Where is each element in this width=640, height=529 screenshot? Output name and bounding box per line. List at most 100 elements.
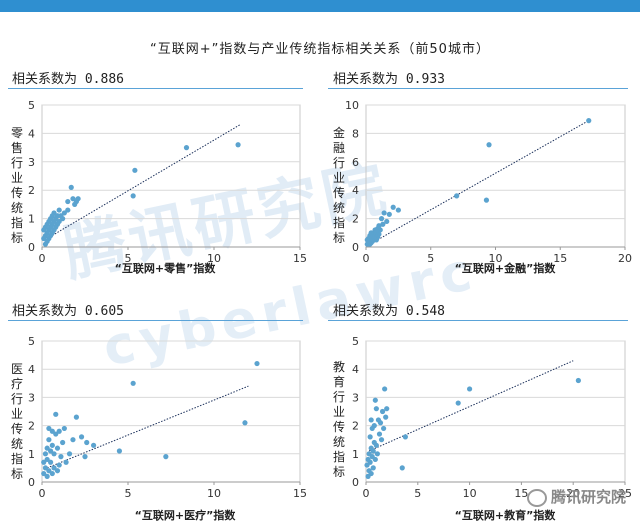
data-point	[49, 442, 55, 448]
data-point	[56, 207, 62, 213]
trendline	[369, 121, 587, 245]
coef-value: 0.605	[84, 304, 124, 319]
x-tick-label: 25	[618, 487, 632, 500]
x-tick-label: 20	[618, 252, 632, 265]
y-tick-label: 3	[28, 156, 35, 169]
x-tick-label: 5	[125, 487, 132, 500]
data-point	[384, 218, 390, 225]
y-tick-label: 3	[352, 391, 359, 404]
data-point	[586, 118, 592, 124]
x-tick-label: 20	[566, 487, 580, 500]
data-point	[66, 451, 73, 457]
data-point	[254, 360, 260, 367]
panel-4-ylabel: 教育行业传统指标	[332, 360, 345, 479]
data-point	[365, 456, 371, 463]
y-tick-label: 1	[28, 213, 35, 226]
x-tick-label: 0	[39, 487, 46, 500]
data-point	[235, 142, 241, 148]
data-point	[51, 465, 57, 471]
x-tick-label: 0	[363, 487, 370, 500]
data-point	[364, 241, 370, 247]
figure-title: “互联网+”指数与产业传统指标相关关系（前50城市）	[150, 42, 490, 57]
data-point	[454, 193, 460, 199]
data-point	[44, 445, 50, 451]
data-point	[58, 454, 64, 460]
panel-4-xlabel: “互联网+教育”指数	[454, 509, 556, 522]
data-point	[41, 235, 47, 242]
data-point	[369, 425, 375, 432]
panel-1-ylabel: 零售行业传统指标	[10, 126, 23, 245]
data-point	[130, 380, 136, 386]
data-point	[91, 442, 97, 448]
data-point	[373, 406, 379, 412]
data-point	[63, 459, 69, 465]
data-point	[60, 439, 66, 446]
y-tick-label: 2	[28, 420, 35, 433]
y-tick-label: 4	[28, 127, 35, 140]
data-point	[381, 425, 387, 432]
data-point	[65, 198, 71, 205]
y-tick-label: 5	[352, 335, 359, 348]
y-tick-label: 10	[345, 99, 359, 112]
panel-3-xlabel: “互联网+医疗”指数	[134, 509, 236, 522]
panel-3-coefficient: 相关系数为 0.605	[12, 300, 124, 319]
y-tick-label: 4	[28, 363, 35, 376]
y-tick-label: 4	[352, 184, 359, 197]
coef-label: 相关系数为	[333, 304, 399, 319]
x-tick-label: 15	[293, 252, 307, 265]
y-tick-label: 2	[352, 213, 359, 226]
data-point	[42, 465, 49, 471]
data-point	[366, 451, 372, 457]
coef-value: 0.886	[84, 72, 124, 87]
panel-3-rule	[8, 320, 303, 321]
data-point	[486, 142, 492, 148]
data-point	[82, 454, 88, 460]
data-point	[372, 397, 378, 403]
data-point	[130, 193, 136, 199]
data-point	[365, 473, 371, 479]
data-point	[41, 470, 47, 477]
data-point	[49, 428, 55, 434]
plot-frame	[365, 340, 626, 483]
y-tick-label: 0	[352, 476, 359, 489]
data-point	[48, 448, 54, 454]
top-accent-bar	[0, 0, 640, 12]
data-point	[41, 227, 47, 233]
data-point	[402, 434, 408, 440]
data-point	[390, 204, 396, 210]
data-point	[54, 445, 61, 451]
data-point	[395, 207, 401, 213]
data-point	[42, 451, 49, 457]
panel-4-rule	[328, 320, 628, 321]
data-point	[68, 184, 74, 190]
data-point	[371, 439, 377, 446]
data-point	[163, 454, 169, 460]
x-tick-label: 10	[207, 252, 221, 265]
y-tick-label: 5	[28, 99, 35, 112]
data-point	[132, 167, 138, 173]
panel-1-rule	[8, 88, 303, 89]
data-point	[42, 241, 49, 247]
data-point	[242, 420, 248, 426]
panel-2-ylabel: 金融行业传统指标	[332, 126, 345, 245]
data-point	[381, 210, 387, 216]
x-tick-label: 10	[463, 487, 477, 500]
y-tick-label: 3	[28, 391, 35, 404]
data-point	[382, 386, 388, 392]
brand-text: 腾讯研究院	[550, 488, 626, 506]
x-tick-label: 0	[39, 252, 46, 265]
data-point	[467, 386, 473, 392]
y-tick-label: 1	[352, 448, 359, 461]
data-point	[370, 465, 376, 471]
coef-label: 相关系数为	[12, 72, 78, 87]
data-point	[41, 459, 47, 465]
x-tick-label: 15	[293, 487, 307, 500]
wechat-icon	[526, 488, 547, 507]
y-tick-label: 5	[28, 335, 35, 348]
data-point	[61, 210, 67, 216]
data-point	[483, 197, 490, 203]
coef-label: 相关系数为	[333, 72, 399, 87]
data-point	[61, 425, 67, 432]
panel-1-xlabel: “互联网+零售”指数	[114, 262, 216, 275]
